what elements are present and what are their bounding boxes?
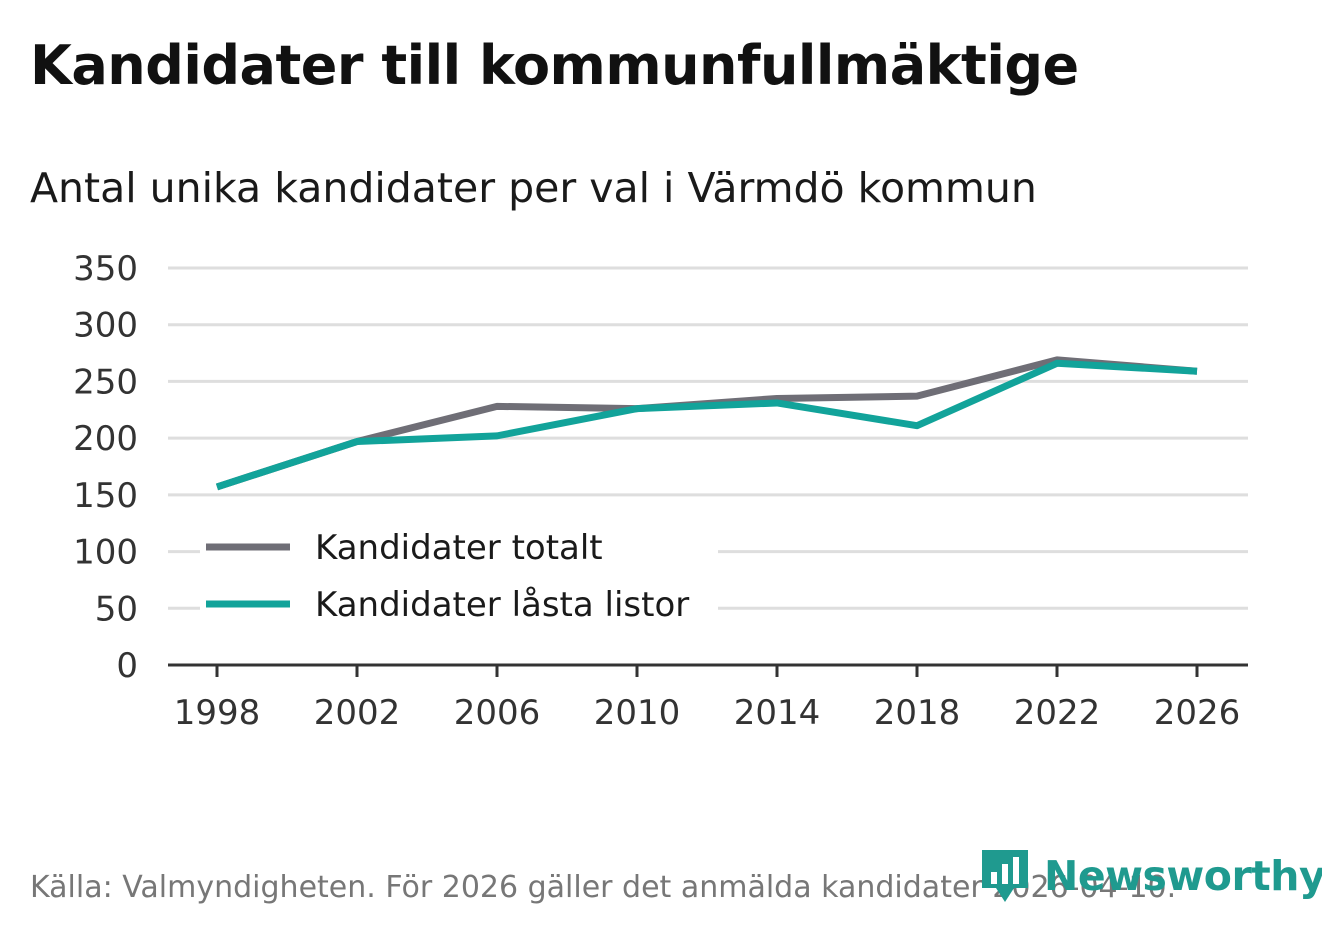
y-tick-label-100: 100: [73, 533, 138, 573]
legend-label-kandidater-lasta-listor: Kandidater låsta listor: [315, 585, 689, 625]
y-tick-label-50: 50: [95, 589, 138, 629]
legend-label-kandidater-totalt: Kandidater totalt: [315, 528, 603, 568]
x-tick-label-2018: 2018: [874, 693, 961, 733]
legend: Kandidater totalt Kandidater låsta listo…: [200, 520, 718, 630]
data-series: [215, 356, 1198, 491]
y-tick-label-350: 350: [73, 249, 138, 289]
y-tick-label-0: 0: [116, 646, 138, 686]
y-tick-label-150: 150: [73, 476, 138, 516]
series-line-kandidater-lasta-listor: [215, 359, 1198, 491]
bar-chart-icon: [982, 850, 1028, 902]
x-tick-label-1998: 1998: [174, 693, 261, 733]
newsworthy-logo: Newsworthy: [980, 848, 1322, 904]
x-tick-label-2006: 2006: [454, 693, 541, 733]
chart-title: Kandidater till kommunfullmäktige: [30, 34, 1079, 97]
x-tick-label-2022: 2022: [1014, 693, 1101, 733]
y-tick-label-250: 250: [73, 362, 138, 402]
y-axis-tick-labels: 0 50 100 150 200 250 300 350: [73, 249, 138, 686]
series-line-kandidater-totalt: [215, 356, 1198, 491]
x-tick-label-2010: 2010: [594, 693, 681, 733]
x-axis: 1998 2002 2006 2010 2014 2018 2022 2026: [168, 663, 1248, 733]
legend-background: [200, 520, 718, 630]
y-tick-label-300: 300: [73, 306, 138, 346]
x-tick-label-2002: 2002: [314, 693, 401, 733]
y-tick-label-200: 200: [73, 419, 138, 459]
x-tick-label-2026: 2026: [1154, 693, 1241, 733]
brand-name: Newsworthy: [1044, 852, 1322, 900]
chart-subtitle: Antal unika kandidater per val i Värmdö …: [30, 164, 1037, 212]
x-tick-label-2014: 2014: [734, 693, 821, 733]
